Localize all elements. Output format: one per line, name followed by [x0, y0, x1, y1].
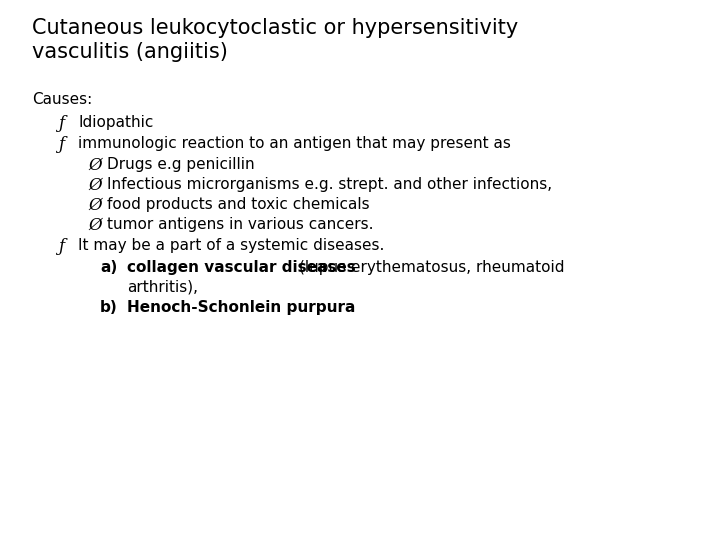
Text: It may be a part of a systemic diseases.: It may be a part of a systemic diseases. — [78, 238, 384, 253]
Text: vasculitis (angiitis): vasculitis (angiitis) — [32, 42, 228, 62]
Text: Causes:: Causes: — [32, 92, 92, 107]
Text: food products and toxic chemicals: food products and toxic chemicals — [107, 197, 369, 212]
Text: ƒ: ƒ — [58, 238, 64, 255]
Text: ƒ: ƒ — [58, 136, 64, 153]
Text: ƒ: ƒ — [58, 115, 64, 132]
Text: Drugs e.g penicillin: Drugs e.g penicillin — [107, 157, 255, 172]
Text: Henoch-Schonlein purpura: Henoch-Schonlein purpura — [127, 300, 356, 315]
Text: Infectious microrganisms e.g. strept. and other infections,: Infectious microrganisms e.g. strept. an… — [107, 177, 552, 192]
Text: Ø: Ø — [88, 197, 102, 214]
Text: b): b) — [100, 300, 118, 315]
Text: immunologic reaction to an antigen that may present as: immunologic reaction to an antigen that … — [78, 136, 511, 151]
Text: arthritis),: arthritis), — [127, 280, 198, 295]
Text: Ø: Ø — [88, 217, 102, 234]
Text: a): a) — [100, 260, 117, 275]
Text: (lupus erythematosus, rheumatoid: (lupus erythematosus, rheumatoid — [299, 260, 564, 275]
Text: Ø: Ø — [88, 177, 102, 194]
Text: Ø: Ø — [88, 157, 102, 174]
Text: Idiopathic: Idiopathic — [78, 115, 153, 130]
Text: collagen vascular diseases: collagen vascular diseases — [127, 260, 356, 275]
Text: Cutaneous leukocytoclastic or hypersensitivity: Cutaneous leukocytoclastic or hypersensi… — [32, 18, 518, 38]
Text: tumor antigens in various cancers.: tumor antigens in various cancers. — [107, 217, 374, 232]
